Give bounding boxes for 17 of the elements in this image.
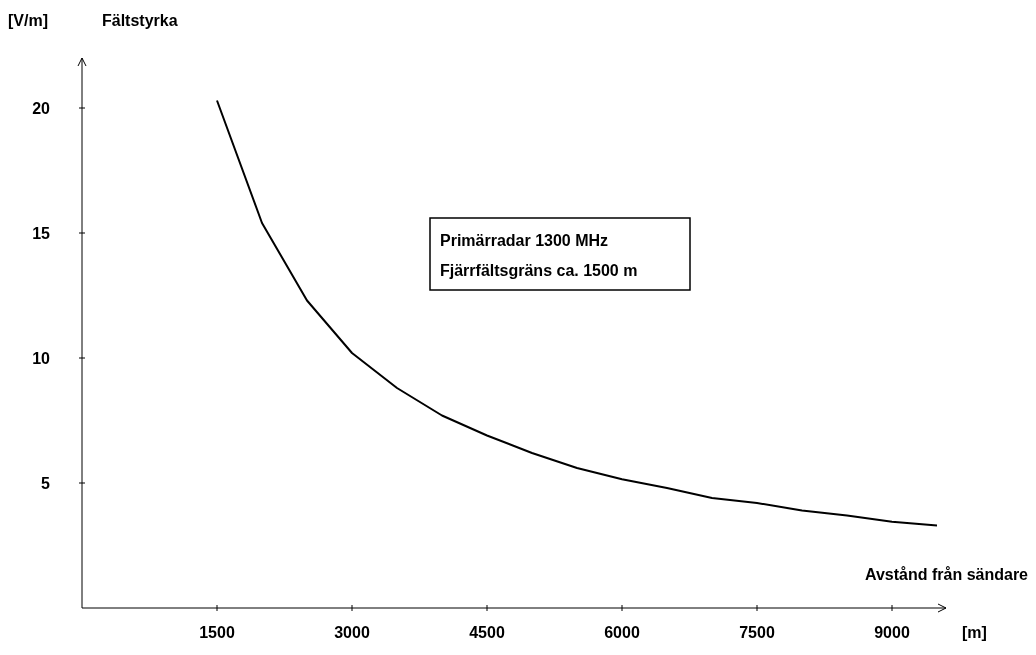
x-tick-label: 1500 [199, 624, 235, 641]
x-tick-label: 9000 [874, 624, 910, 641]
x-axis-title: Avstånd från sändare [864, 566, 1029, 583]
annotation: Fjärrfältsgräns ca. 1500 m [440, 262, 638, 279]
y-tick-label: 5 [41, 475, 51, 492]
text: [V/m] [8, 12, 48, 29]
text: [m] [962, 624, 987, 641]
y-tick-label: 10 [32, 350, 51, 367]
x-tick-label: 7500 [739, 624, 775, 641]
x-tick-label: 6000 [604, 624, 640, 641]
x-tick-label: 4500 [469, 624, 505, 641]
line-series [216, 99, 938, 527]
y-tick-label: 20 [32, 100, 51, 117]
x-tick-label: 3000 [334, 624, 370, 641]
y-axis-title: Fältstyrka [102, 12, 178, 29]
y-tick-label: 15 [32, 225, 51, 242]
annotation: Primärradar 1300 MHz [440, 232, 609, 249]
